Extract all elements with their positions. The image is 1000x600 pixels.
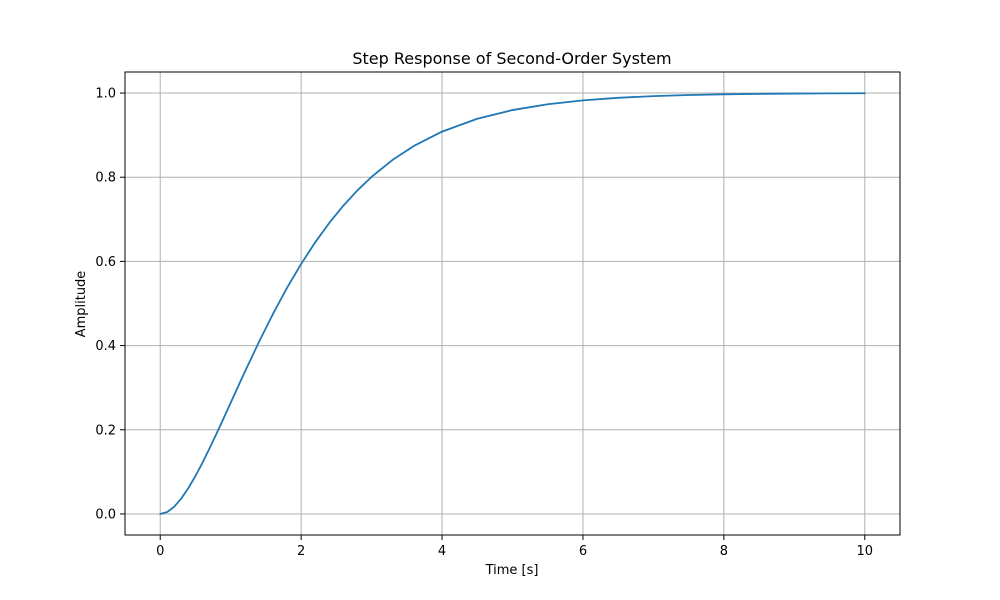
y-axis: 0.0 0.2 0.4 0.6 0.8 1.0: [95, 87, 125, 522]
x-tick-label: 10: [856, 544, 873, 559]
y-tick-label: 0.2: [95, 423, 116, 438]
x-axis-label: Time [s]: [485, 563, 539, 578]
x-tick-label: 8: [720, 544, 728, 559]
series-line: [159, 92, 866, 515]
plot-frame: [124, 71, 901, 536]
x-tick-label: 4: [438, 544, 446, 559]
y-tick-label: 0.6: [95, 255, 116, 270]
y-axis-label: Amplitude: [74, 271, 89, 338]
chart-title: Step Response of Second-Order System: [352, 49, 671, 68]
x-tick-label: 0: [156, 544, 164, 559]
x-tick-label: 2: [297, 544, 305, 559]
y-tick-label: 0.8: [95, 171, 116, 186]
y-tick-label: 1.0: [95, 87, 116, 102]
y-tick-label: 0.0: [95, 507, 116, 522]
x-tick-label: 6: [579, 544, 587, 559]
x-axis: 0 2 4 6 8 10: [156, 535, 873, 559]
series-layer: [159, 92, 866, 515]
grid: [125, 72, 900, 535]
y-tick-label: 0.4: [95, 339, 116, 354]
